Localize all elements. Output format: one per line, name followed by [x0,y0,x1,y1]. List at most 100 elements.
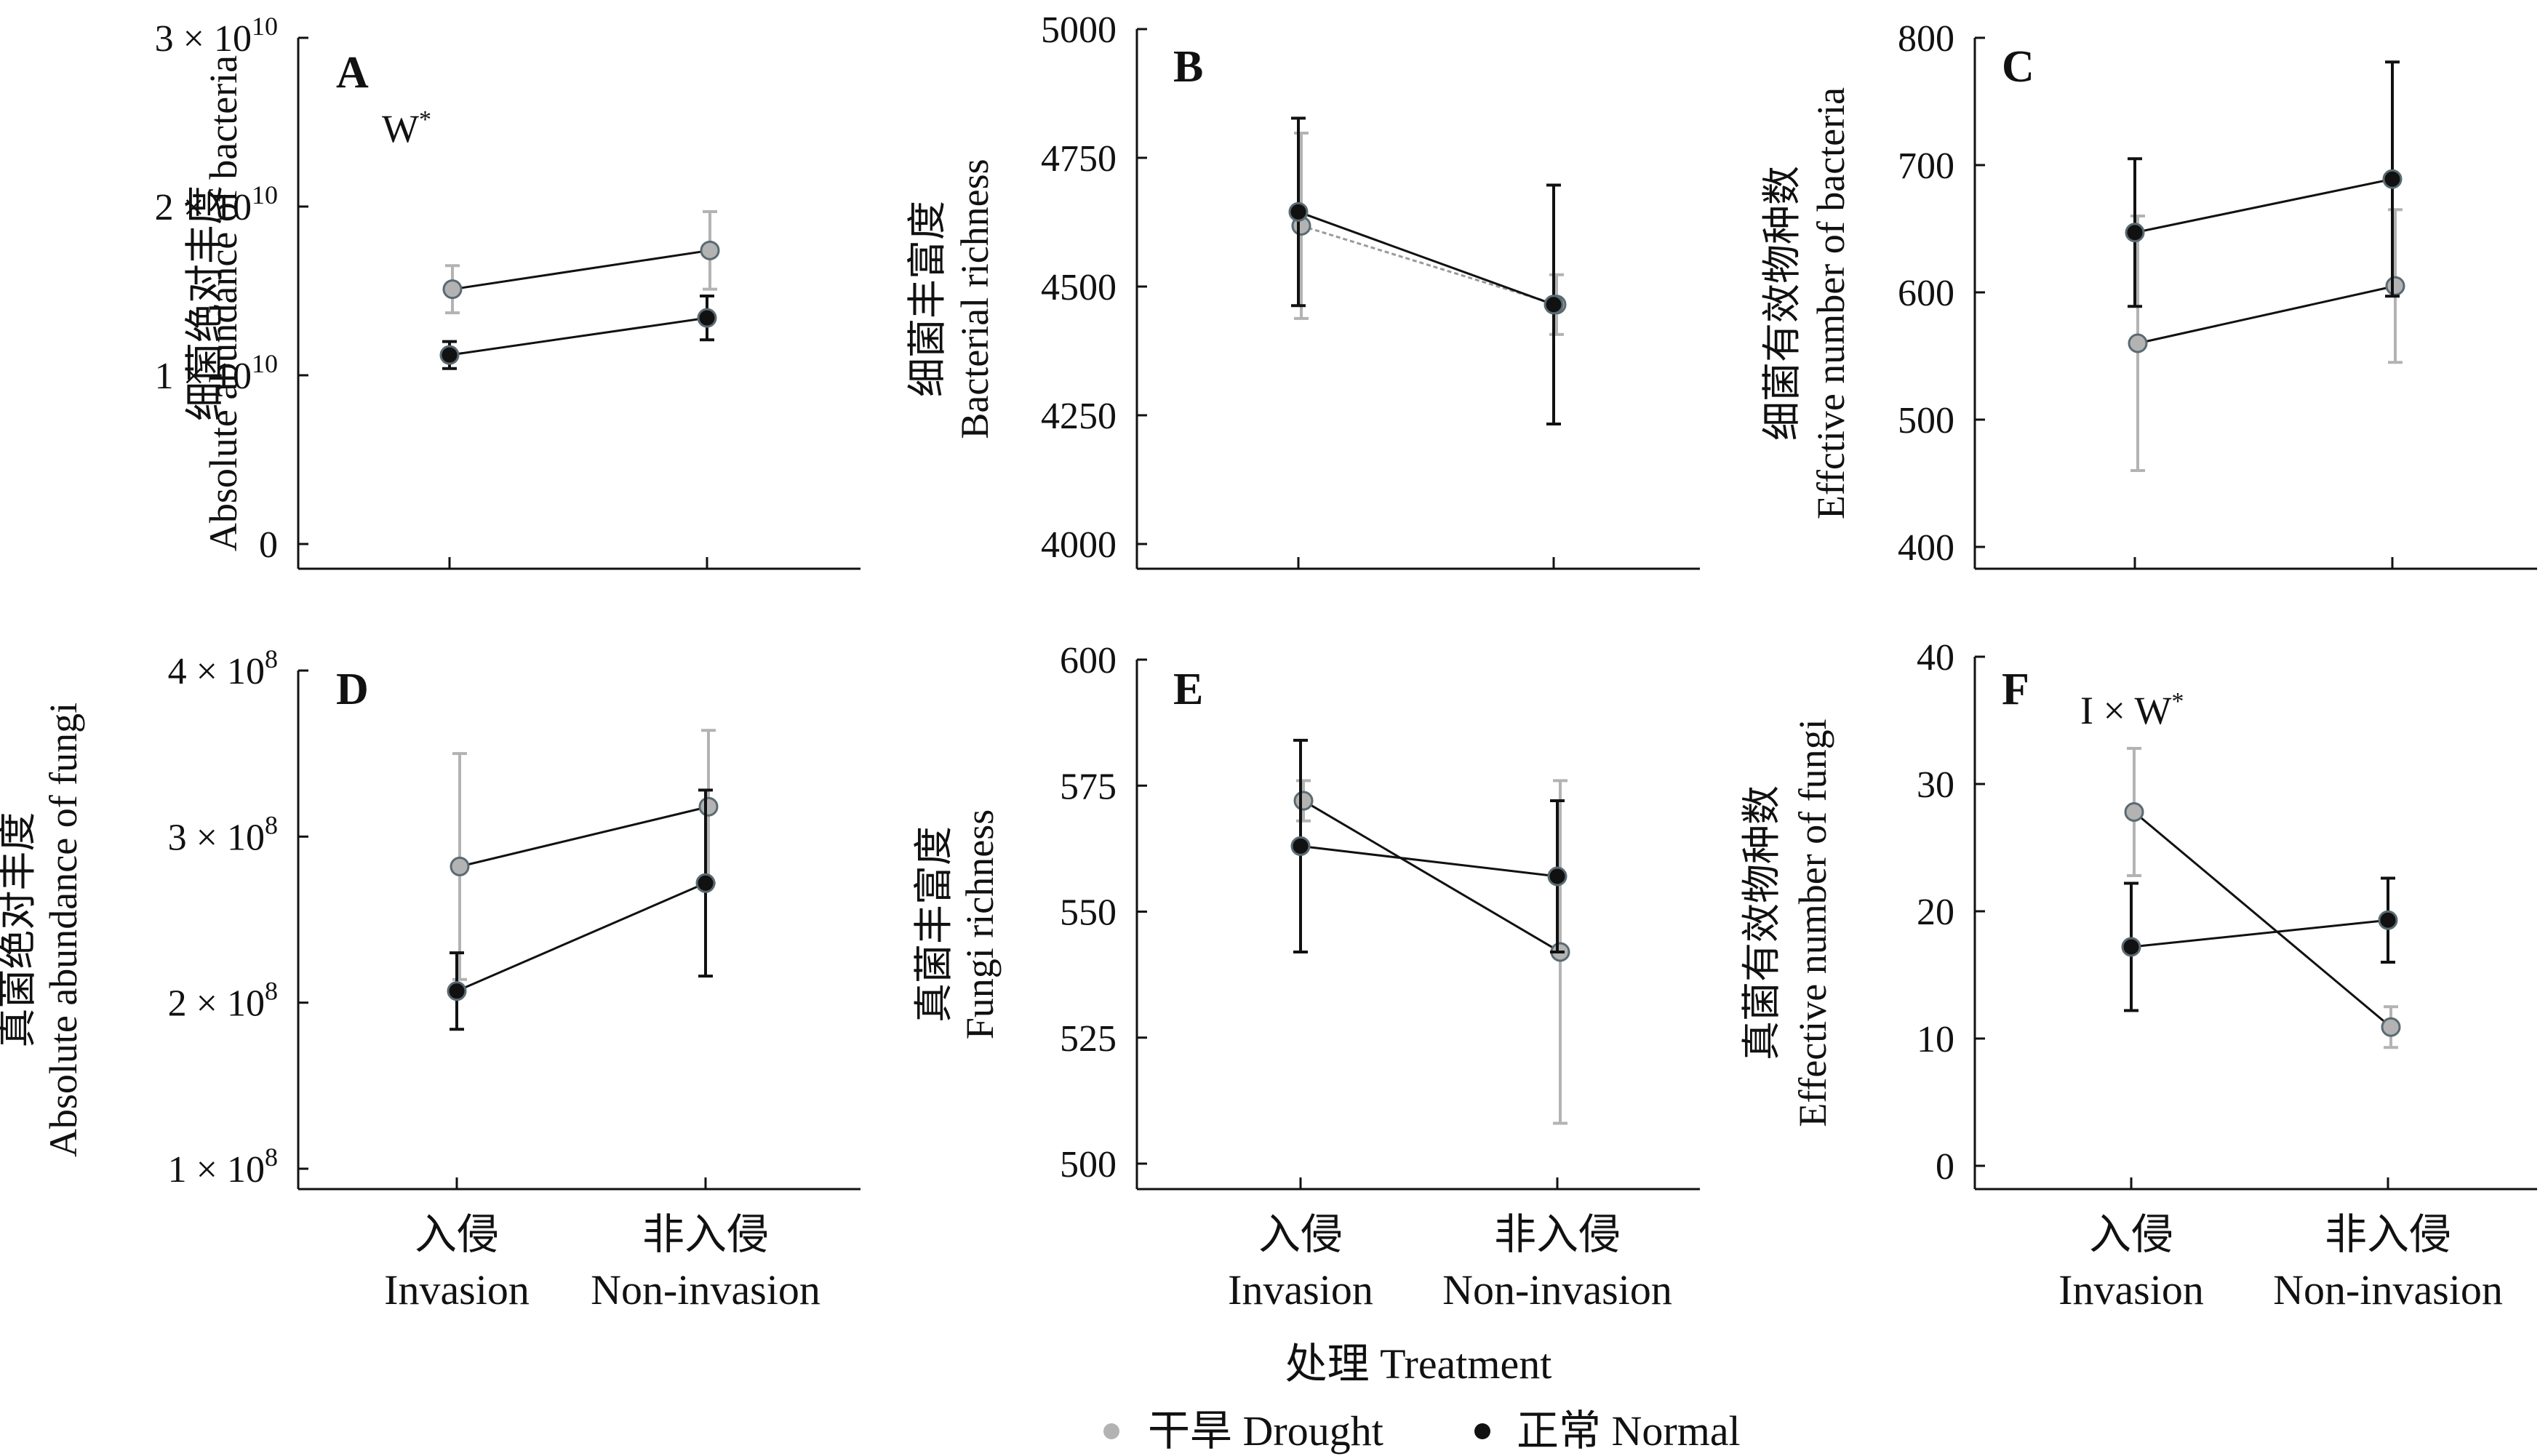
y-tick-label: 600 [1060,640,1117,681]
y-tick-label: 20 [1917,892,1954,933]
panel-b: 4000 4250 4500 4750 5000 细菌丰富度 Bacterial richn… [906,9,1700,570]
panel-c: 400 500 600 700 800 细菌有效物种数 Effctive number of… [1760,18,2537,570]
series-line [456,881,706,993]
data-point [450,856,470,876]
series-line [2134,177,2393,234]
y-tick-label: 500 [1898,400,1954,441]
panel-letter: A [336,48,369,97]
legend-normal-label: 正常 Normal [1517,1407,1741,1455]
y-tick-label: 10 [1917,1019,1954,1060]
y-tick-label: 4500 [1041,267,1117,308]
y-axis-title-en: Absolute abundance of fungi [41,703,85,1157]
y-tick-label: 700 [1898,145,1954,187]
panel-e: 500 525 550 575 600 入侵 Invasion 非入侵 Non-invasion… [912,640,1700,1313]
series-drought [2128,208,2405,472]
y-axis-title-en: Fungi richness [958,809,1002,1040]
data-point [698,796,719,817]
x-tick-label-cn: 入侵 [1258,1211,1343,1258]
annotation-star: * [419,106,431,133]
y-tick-label: 0 [1936,1146,1954,1188]
panel-letter: E [1173,665,1203,714]
legend-normal-marker [1474,1423,1490,1439]
series-line [459,805,709,868]
y-tick-label: 550 [1060,892,1117,934]
series-line [1300,844,1558,878]
x-tick-label-cn: 非入侵 [642,1211,769,1258]
legend-drought-label: 干旱 Drought [1148,1407,1383,1455]
series-normal [1290,738,1567,953]
y-axis-title-cn: 细菌绝对丰度 [183,185,227,421]
data-point [442,279,463,300]
panel-d: 1 × 108 2 × 108 3 × 108 4 × 108 入侵 Invasion 非入… [0,644,860,1313]
y-tick-exponent: 8 [265,1143,278,1172]
series-normal [1288,116,1564,426]
y-tick-exponent: 8 [265,977,278,1006]
data-point [2128,333,2148,353]
panel-f: 0 10 20 30 40 入侵 Invasion 非入侵 Non-invasion 真菌有效物种… [1740,637,2537,1313]
series-line [1303,799,1561,953]
y-tick-label: 4750 [1041,138,1117,180]
y-axis-title-cn: 细菌有效物种数 [1760,166,1804,441]
significance-annotation: W* [382,106,431,151]
y-tick-label: 525 [1060,1018,1117,1060]
series-normal [2121,876,2398,1012]
y-axis-title-en: Absolute abundance of bacteria [201,55,245,551]
y-axis-title-en: Bacterial richness [953,159,997,439]
series-drought [1291,132,1567,336]
y-tick-label: 40 [1917,637,1954,679]
x-tick-label-cn: 非入侵 [2325,1211,2451,1258]
y-tick-exponent: 10 [252,349,278,378]
y-tick-label: 2 × 108 [168,977,278,1025]
data-point [2385,276,2405,296]
y-axis-title-cn: 真菌绝对丰度 [0,812,39,1048]
data-point [1293,791,1314,811]
y-tick-exponent: 10 [252,180,278,209]
series-drought [450,729,719,981]
series-normal [439,294,717,370]
x-axis-shared-label: 处理 Treatment [1285,1340,1552,1388]
series-normal [447,788,716,1031]
data-point [447,981,467,1001]
y-tick-label: 4000 [1041,524,1117,566]
series-line [452,249,711,291]
series-line [2137,284,2396,345]
y-tick-label: 575 [1060,766,1117,807]
data-point [1288,201,1309,222]
y-tick-label: 30 [1917,764,1954,806]
data-point [2382,169,2403,189]
y-tick-label: 400 [1898,527,1954,569]
x-tick-label-en: Non-invasion [591,1266,820,1313]
series-line [2133,811,2392,1028]
x-tick-label-cn: 入侵 [2089,1211,2173,1258]
data-point [1547,866,1567,887]
panel-letter: D [336,665,369,714]
y-tick-label: 600 [1898,273,1954,314]
data-point [695,873,716,893]
y-tick-label: 1 × 108 [168,1143,278,1191]
legend-drought-marker [1103,1423,1119,1439]
y-tick-label: 4250 [1041,396,1117,437]
series-normal [2125,60,2403,308]
x-tick-label-en: Invasion [384,1266,530,1313]
y-axis-title-cn: 细菌丰富度 [906,201,949,397]
data-point [2121,937,2141,957]
panel-letter: B [1173,42,1203,92]
data-point [2381,1017,2401,1037]
data-point [1290,836,1311,856]
data-point [439,345,460,365]
y-tick-label: 3 × 1010 [155,12,278,60]
panel-letter: F [2002,665,2029,714]
y-tick-label: 5000 [1041,9,1117,51]
x-tick-label-en: Non-invasion [1442,1266,1672,1313]
y-axis-title-cn: 真菌丰富度 [912,826,956,1023]
x-tick-label-en: Invasion [1228,1266,1373,1313]
y-axis-title-en: Effctive number of bacteria [1809,87,1853,519]
series-drought [1293,779,1570,1125]
series-line [1298,210,1554,306]
x-tick-label-cn: 非入侵 [1494,1211,1621,1258]
data-point [2124,802,2144,822]
y-tick-label: 500 [1060,1144,1117,1185]
